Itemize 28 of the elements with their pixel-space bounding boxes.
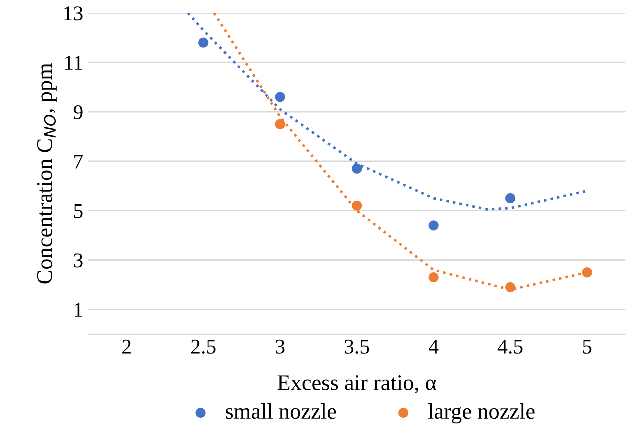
- x-tick-label: 4: [429, 340, 439, 354]
- y-tick-label: 5: [74, 204, 83, 218]
- x-axis-title: Excess air ratio, α: [278, 376, 436, 394]
- y-tick-label: 9: [74, 105, 83, 120]
- x-tick-label: 4.5: [498, 340, 523, 354]
- legend-label: small nozzle: [226, 403, 336, 420]
- y-tick-label: 3: [74, 254, 83, 268]
- point: [198, 38, 209, 48]
- y-tick-label: 11: [65, 56, 82, 70]
- y-tick-label: 13: [64, 6, 83, 21]
- x-tick-label: 5: [583, 340, 592, 354]
- point: [275, 92, 286, 102]
- point: [352, 200, 362, 212]
- point: [352, 164, 362, 174]
- x-tick-label: 2.5: [191, 340, 216, 354]
- y-tick-label: 7: [74, 155, 84, 169]
- point: [505, 193, 516, 204]
- legend-label: large nozzle: [428, 403, 535, 424]
- y-axis-title: Concentration C$_{NO}$, ppm: [37, 63, 57, 284]
- point: [582, 268, 592, 278]
- point: [428, 220, 439, 231]
- x-tick-label: 3: [276, 340, 285, 354]
- point: [505, 282, 516, 293]
- x-tick-label: 2: [122, 340, 131, 354]
- point: [428, 272, 439, 283]
- point: [275, 119, 286, 130]
- x-tick-label: 3.5: [345, 340, 370, 354]
- y-tick-label: 1: [75, 303, 82, 317]
